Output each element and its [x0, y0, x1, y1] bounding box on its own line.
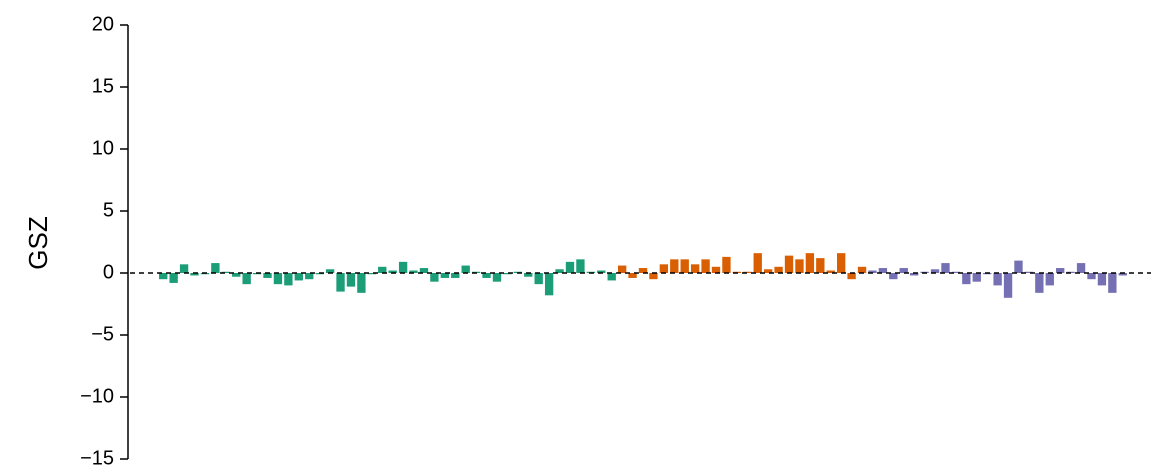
bar — [284, 273, 293, 286]
bar — [1097, 273, 1107, 286]
bar — [179, 264, 189, 273]
bar — [357, 273, 366, 293]
bar — [346, 273, 356, 287]
bar — [1024, 271, 1034, 273]
bar — [190, 273, 199, 276]
bar — [451, 273, 460, 278]
bar — [711, 266, 721, 273]
y-axis-label: GSZ — [23, 216, 53, 270]
bar — [555, 269, 564, 273]
bar — [1014, 260, 1023, 273]
bar — [409, 270, 418, 273]
bar — [221, 271, 230, 273]
bar — [367, 273, 376, 275]
bar — [1118, 273, 1127, 276]
y-tick-label: 20 — [92, 13, 114, 35]
bar — [336, 273, 345, 292]
bar — [743, 271, 752, 273]
bar — [492, 273, 502, 282]
bar — [617, 265, 627, 273]
bar — [857, 266, 867, 273]
bar — [524, 273, 533, 277]
bar — [659, 264, 669, 273]
bar — [753, 253, 762, 273]
y-tick-label: 15 — [92, 75, 114, 97]
bar — [232, 273, 241, 277]
bar — [763, 269, 773, 273]
bar — [972, 273, 981, 282]
bar — [597, 270, 606, 273]
bar — [680, 259, 689, 273]
bar — [816, 258, 825, 273]
y-tick-label: 0 — [103, 261, 114, 283]
y-tick-label: −15 — [80, 447, 114, 469]
bar — [305, 273, 314, 280]
bar — [690, 264, 700, 273]
bar — [847, 273, 856, 280]
bar — [576, 259, 585, 273]
y-tick-label: −5 — [91, 323, 114, 345]
bar — [503, 273, 512, 275]
bar — [263, 273, 272, 278]
bar — [482, 273, 491, 278]
bar — [534, 273, 543, 285]
bar — [325, 269, 335, 273]
bar — [774, 266, 783, 273]
bar — [242, 273, 251, 285]
bar — [951, 271, 961, 273]
bar — [169, 273, 178, 283]
bar — [419, 268, 429, 273]
bar — [649, 273, 658, 280]
bar — [670, 259, 679, 273]
y-tick-label: 5 — [103, 199, 114, 221]
y-tick-label: 10 — [92, 137, 114, 159]
bar — [440, 273, 449, 278]
y-tick-label: −10 — [80, 385, 114, 407]
bar — [878, 268, 888, 273]
bar — [805, 253, 815, 273]
bar — [701, 259, 710, 273]
bar — [795, 259, 804, 273]
bar — [430, 273, 439, 282]
bar — [889, 273, 898, 280]
bar — [565, 261, 575, 273]
bar — [784, 255, 794, 273]
bar — [1076, 263, 1086, 273]
bar — [837, 253, 846, 273]
bar — [941, 263, 950, 273]
bar — [962, 273, 971, 285]
bar — [544, 273, 554, 296]
bar — [159, 273, 168, 280]
bar — [1087, 273, 1096, 280]
bar — [211, 263, 220, 273]
bar — [910, 273, 919, 276]
bar — [378, 266, 387, 273]
bar — [273, 273, 283, 285]
bar — [826, 270, 835, 273]
bar — [993, 273, 1002, 286]
bar — [294, 273, 303, 281]
bar — [1045, 273, 1054, 286]
bar — [398, 261, 408, 273]
bar — [1003, 273, 1013, 298]
bar — [388, 270, 397, 273]
bar — [461, 265, 470, 273]
bar — [868, 270, 877, 273]
bar — [638, 268, 648, 273]
bar — [899, 268, 908, 273]
bar — [1056, 268, 1065, 273]
bar — [1035, 273, 1044, 293]
bar — [930, 269, 940, 273]
bar — [628, 273, 637, 278]
bar — [1108, 273, 1117, 293]
bar — [722, 256, 731, 273]
bar — [607, 273, 616, 281]
